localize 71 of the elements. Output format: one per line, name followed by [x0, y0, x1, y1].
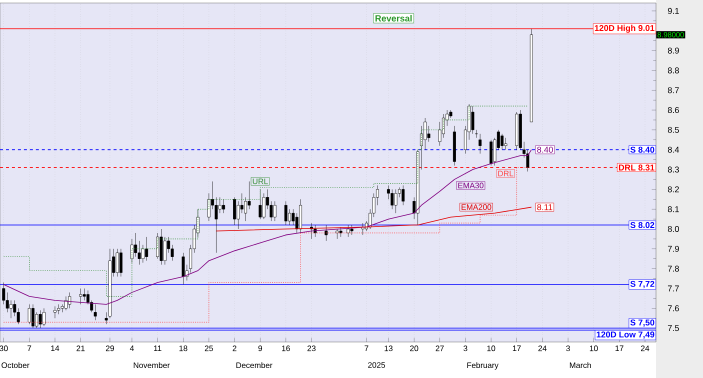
- candlestick: [38, 310, 42, 328]
- candlestick: [244, 197, 248, 222]
- candlestick: [68, 292, 72, 308]
- y-tick-label: 8.8: [668, 67, 679, 74]
- candlestick: [42, 308, 46, 326]
- candlestick: [324, 224, 328, 242]
- candlestick: [490, 140, 493, 166]
- candlestick: [57, 304, 60, 314]
- data-label: 8.11: [537, 204, 552, 210]
- candlestick: [273, 201, 276, 222]
- ref-line-label: S 8.40: [630, 146, 654, 153]
- y-tick-label: 8.7: [668, 87, 679, 94]
- candlestick: [350, 224, 354, 236]
- candlestick: [284, 201, 288, 226]
- candlestick: [64, 296, 68, 310]
- candlestick: [119, 248, 122, 277]
- candlestick: [32, 304, 34, 328]
- y-tick-label: 8.0: [668, 226, 679, 232]
- candlestick: [94, 304, 97, 320]
- y-tick-label: 7.6: [668, 305, 679, 312]
- candlestick: [141, 244, 144, 263]
- candlestick: [28, 304, 31, 324]
- y-tick-label: 7.8: [668, 266, 679, 272]
- data-label: 8.40: [537, 146, 553, 153]
- y-tick-label: 8.9: [668, 48, 679, 54]
- annotation: Reversal: [376, 14, 412, 22]
- ref-line-label: DRL 8.31: [618, 164, 654, 171]
- candlestick: [504, 138, 508, 150]
- candlestick: [145, 236, 148, 261]
- ref-line-label: S 7,72: [630, 280, 654, 288]
- y-tick-label: 8.3: [668, 166, 679, 173]
- candlestick: [299, 199, 302, 234]
- candlestick: [288, 208, 292, 226]
- candlestick: [248, 181, 251, 210]
- candlestick: [163, 236, 166, 265]
- candlestick: [134, 232, 138, 257]
- candlestick: [79, 288, 82, 305]
- candlestick: [160, 228, 163, 265]
- y-tick-label: 8.4: [668, 146, 680, 153]
- ref-line-label: S 8.02: [630, 222, 654, 228]
- candlestick: [394, 189, 398, 214]
- y-tick-label: 8.2: [668, 186, 679, 192]
- ref-line-label: S 7,50: [630, 320, 654, 327]
- y-tick-label: 8.5: [668, 126, 679, 133]
- candlestick: [258, 189, 262, 220]
- candlestick: [35, 312, 38, 328]
- candlestick: [53, 306, 56, 318]
- candlestick: [471, 106, 474, 134]
- candlestick: [182, 252, 185, 285]
- y-tick-label: 8.1: [668, 206, 679, 212]
- candlestick: [402, 185, 405, 206]
- candlestick: [116, 248, 119, 277]
- y-tick-label: 8.6: [668, 107, 679, 114]
- y-tick-label: 9.1: [668, 8, 679, 14]
- ref-line-label: 120D Low 7,49: [596, 332, 654, 339]
- candlestick: [82, 288, 86, 301]
- candlestick: [104, 312, 108, 324]
- candlestick: [500, 134, 504, 150]
- candlestick: [10, 300, 12, 318]
- candlestick: [222, 199, 226, 214]
- candlestick: [427, 126, 430, 142]
- candlestick: [339, 226, 342, 238]
- ref-line-label: 120D High 9.01: [594, 24, 654, 33]
- y-tick-label: 7.9: [668, 246, 679, 252]
- candlestick: [390, 189, 394, 210]
- candlestick: [478, 134, 482, 154]
- y-tick-label: 7.5: [668, 325, 679, 332]
- candlestick: [336, 228, 339, 240]
- candlestick: [262, 193, 266, 220]
- candlestick: [233, 197, 236, 226]
- y-tick-label: 7.7: [668, 286, 679, 292]
